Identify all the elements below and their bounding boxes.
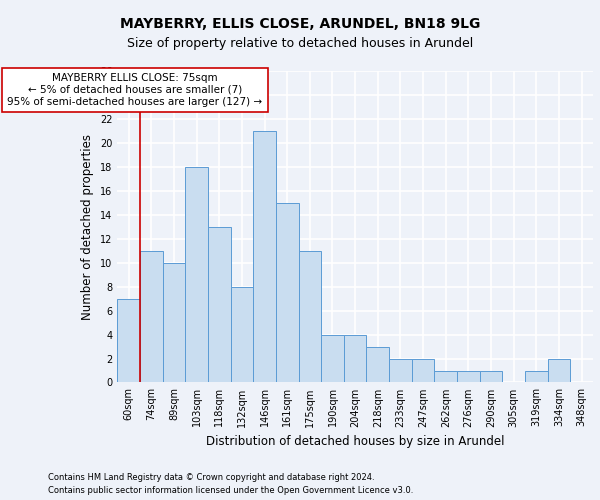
Bar <box>367 346 389 382</box>
X-axis label: Distribution of detached houses by size in Arundel: Distribution of detached houses by size … <box>206 435 505 448</box>
Bar <box>276 203 299 382</box>
Bar <box>548 358 571 382</box>
Bar <box>163 262 185 382</box>
Text: Size of property relative to detached houses in Arundel: Size of property relative to detached ho… <box>127 38 473 51</box>
Bar <box>185 167 208 382</box>
Text: Contains public sector information licensed under the Open Government Licence v3: Contains public sector information licen… <box>48 486 413 495</box>
Bar <box>434 370 457 382</box>
Bar <box>480 370 502 382</box>
Text: MAYBERRY, ELLIS CLOSE, ARUNDEL, BN18 9LG: MAYBERRY, ELLIS CLOSE, ARUNDEL, BN18 9LG <box>120 18 480 32</box>
Bar <box>208 226 230 382</box>
Text: Contains HM Land Registry data © Crown copyright and database right 2024.: Contains HM Land Registry data © Crown c… <box>48 472 374 482</box>
Bar <box>525 370 548 382</box>
Bar <box>321 334 344 382</box>
Bar <box>117 298 140 382</box>
Bar <box>253 131 276 382</box>
Bar <box>389 358 412 382</box>
Bar <box>299 250 321 382</box>
Bar <box>230 286 253 382</box>
Bar <box>457 370 480 382</box>
Bar <box>412 358 434 382</box>
Y-axis label: Number of detached properties: Number of detached properties <box>82 134 94 320</box>
Bar <box>140 250 163 382</box>
Bar <box>344 334 367 382</box>
Text: MAYBERRY ELLIS CLOSE: 75sqm
← 5% of detached houses are smaller (7)
95% of semi-: MAYBERRY ELLIS CLOSE: 75sqm ← 5% of deta… <box>7 74 262 106</box>
